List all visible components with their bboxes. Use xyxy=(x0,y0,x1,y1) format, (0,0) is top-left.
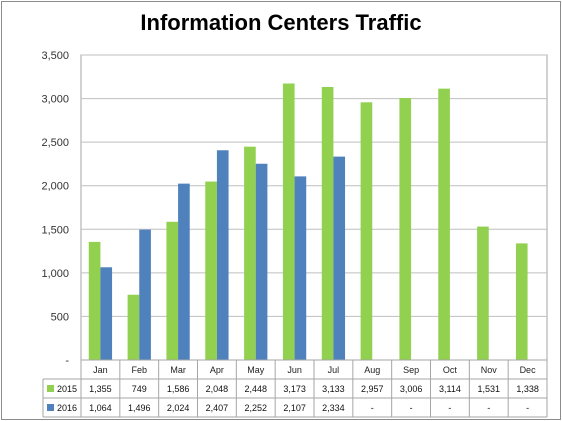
bar-2015-Dec xyxy=(515,243,528,360)
x-tick-label: Aug xyxy=(364,365,380,375)
legend-key-2016 xyxy=(47,404,54,411)
x-tick-label: Nov xyxy=(481,365,498,375)
bar-2015-Jun xyxy=(282,83,295,360)
data-label-2016: - xyxy=(487,403,490,413)
legend-label-2016: 2016 xyxy=(57,403,77,413)
data-label-2016: - xyxy=(526,403,529,413)
data-label-2016: - xyxy=(410,403,413,413)
data-label-2015: 2,957 xyxy=(361,384,384,394)
y-tick-label: 3,500 xyxy=(41,50,69,62)
y-tick-label: - xyxy=(65,355,69,367)
y-tick-label: 2,000 xyxy=(41,181,69,193)
bar-2015-Oct xyxy=(438,88,450,360)
data-label-2015: 1,338 xyxy=(516,384,539,394)
y-tick-label: 1,000 xyxy=(41,268,69,280)
bar-2016-Jul xyxy=(333,156,346,360)
chart-title: Information Centers Traffic xyxy=(140,10,422,35)
bar-2015-Feb xyxy=(127,294,140,360)
bar-2016-Apr xyxy=(216,150,229,360)
data-label-2016: 2,107 xyxy=(283,403,306,413)
data-label-2015: 2,448 xyxy=(244,384,267,394)
data-label-2016: - xyxy=(371,403,374,413)
y-tick-label: 500 xyxy=(51,311,69,323)
x-tick-label: Jun xyxy=(287,365,302,375)
bar-2015-Sep xyxy=(399,98,412,360)
data-label-2015: 3,114 xyxy=(439,384,461,394)
bar-2016-Jan xyxy=(100,267,113,360)
bar-2016-Mar xyxy=(178,183,190,360)
data-label-2015: 1,355 xyxy=(89,384,112,394)
data-label-2016: 2,024 xyxy=(167,403,190,413)
x-tick-label: May xyxy=(247,365,265,375)
data-label-2015: 3,133 xyxy=(322,384,345,394)
bar-2015-Aug xyxy=(360,102,373,360)
y-tick-label: 2,500 xyxy=(41,137,69,149)
data-label-2015: 1,586 xyxy=(167,384,190,394)
x-tick-label: Jul xyxy=(328,365,340,375)
y-tick-label: 1,500 xyxy=(41,224,69,236)
x-tick-label: Feb xyxy=(131,365,147,375)
data-label-2015: 3,173 xyxy=(283,384,306,394)
bar-2016-May xyxy=(255,163,268,360)
data-label-2015: 749 xyxy=(132,384,147,394)
x-tick-label: Apr xyxy=(210,365,224,375)
x-tick-label: Jan xyxy=(93,365,108,375)
bar-2015-Apr xyxy=(205,181,217,360)
y-tick-label: 3,000 xyxy=(41,94,69,106)
data-label-2016: 1,064 xyxy=(89,403,112,413)
data-label-2016: 2,407 xyxy=(206,403,229,413)
legend-key-2015 xyxy=(47,385,54,392)
data-label-2015: 1,531 xyxy=(477,384,500,394)
bar-2015-Mar xyxy=(166,221,179,360)
data-label-2016: 2,334 xyxy=(322,403,345,413)
data-label-2016: - xyxy=(448,403,451,413)
data-label-2016: 1,496 xyxy=(128,403,151,413)
data-label-2015: 3,006 xyxy=(400,384,423,394)
bar-2016-Feb xyxy=(139,229,151,360)
data-label-2015: 2,048 xyxy=(206,384,229,394)
bar-2015-Nov xyxy=(477,226,489,360)
legend-label-2015: 2015 xyxy=(57,384,77,394)
x-tick-label: Sep xyxy=(403,365,419,375)
bar-2015-Jul xyxy=(321,86,334,360)
x-tick-label: Dec xyxy=(520,365,537,375)
bar-2015-Jan xyxy=(88,241,101,360)
bar-2015-May xyxy=(244,146,256,360)
data-label-2016: 2,252 xyxy=(244,403,267,413)
bar-2016-Jun xyxy=(294,176,307,360)
x-tick-label: Oct xyxy=(443,365,458,375)
x-tick-label: Mar xyxy=(170,365,186,375)
